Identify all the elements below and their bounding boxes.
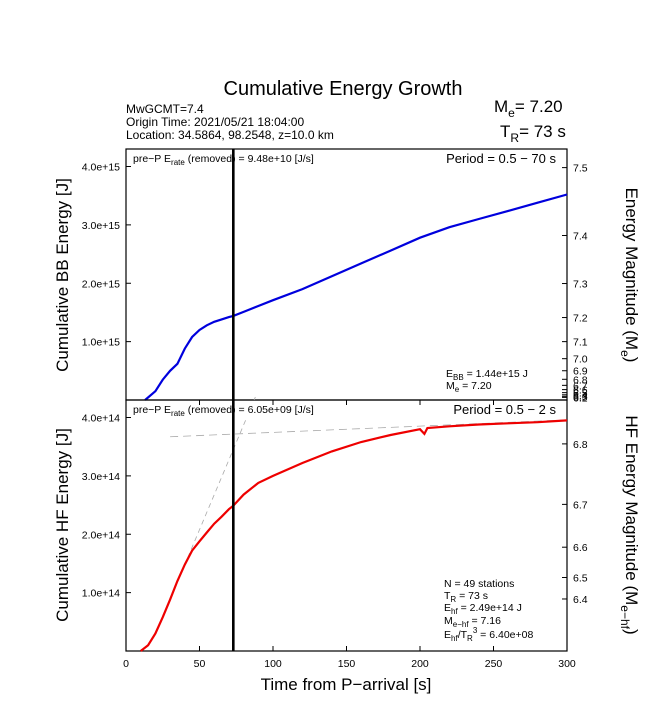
hf-prep-rate: pre−P Erate (removed) = 6.05e+09 [J/s] bbox=[133, 404, 314, 418]
figure-title: Cumulative Energy Growth bbox=[224, 78, 463, 100]
magnitude-tick-label: 6.7 bbox=[573, 380, 588, 392]
x-tick-label: 250 bbox=[485, 658, 503, 670]
hf-magnitude-readout: Me−hf = 7.16 bbox=[444, 615, 501, 629]
hf-ratio-readout: Ehf/TR3 = 6.40e+08 bbox=[444, 626, 533, 643]
bb-y-ticks: 1.0e+15 2.0e+15 3.0e+15 4.0e+15 bbox=[82, 162, 131, 349]
hf-period-label: Period = 0.5 − 2 s bbox=[453, 402, 556, 417]
magnitude-tick-label: 6.9 bbox=[573, 366, 588, 378]
summary-me: Me= 7.20 bbox=[494, 97, 563, 120]
magnitude-tick-label: 6.2 bbox=[573, 392, 588, 404]
hf-tr-readout: TR = 73 s bbox=[444, 590, 488, 604]
bb-energy-curve bbox=[144, 193, 568, 401]
bb-energy-panel: 1.0e+152.0e+153.0e+154.0e+15 6.26.36.46.… bbox=[53, 148, 641, 404]
magnitude-tick-label: 7.5 bbox=[573, 163, 588, 175]
magnitude-tick-label: 6.4 bbox=[573, 390, 588, 402]
magnitude-tick-label: 6.8 bbox=[573, 374, 588, 386]
x-tick-label: 100 bbox=[264, 658, 282, 670]
y-tick-label: 4.0e+15 bbox=[82, 162, 120, 174]
hf-magnitude-ticks: 6.4 6.5 6.6 6.7 6.8 bbox=[562, 439, 588, 606]
hf-energy-readout: Ehf = 2.49e+14 J bbox=[444, 602, 522, 616]
x-tick-label: 200 bbox=[411, 658, 429, 670]
y-tick-label: 2.0e+14 bbox=[82, 529, 120, 541]
bb-plot-frame bbox=[125, 148, 568, 401]
magnitude-tick-label: 7.0 bbox=[573, 354, 588, 366]
magnitude-tick-label: 7.1 bbox=[573, 337, 588, 349]
hf-prep-rate-bg bbox=[131, 403, 363, 417]
hf-energy-panel: 1.0e+142.0e+143.0e+144.0e+14 6.46.56.66.… bbox=[53, 396, 641, 652]
bb-y2-axis-label: Energy Magnitude (Me) bbox=[618, 188, 641, 363]
y-tick-label: 4.0e+14 bbox=[82, 413, 120, 425]
hf-station-count: N = 49 stations bbox=[444, 578, 514, 590]
magnitude-tick-label: 7.2 bbox=[573, 313, 588, 325]
magnitude-tick-label: 6.6 bbox=[573, 385, 588, 397]
bb-magnitude-ticks: 6.26.36.46.56.66.76.86.97.0 7.1 7.2 7.3 7.4 7… bbox=[562, 163, 588, 404]
summary-tr: TR= 73 s bbox=[500, 122, 566, 145]
magnitude-tick-label: 6.4 bbox=[573, 594, 588, 606]
magnitude-tick-label: 6.5 bbox=[573, 388, 588, 400]
x-axis-ticks: 0 50 100 150 200 250 300 bbox=[123, 400, 576, 670]
y-tick-label: 2.0e+15 bbox=[82, 278, 120, 290]
y-tick-label: 1.0e+15 bbox=[82, 337, 120, 349]
magnitude-tick-label: 6.3 bbox=[573, 391, 588, 403]
y-tick-label: 3.0e+14 bbox=[82, 471, 120, 483]
magnitude-tick-label: 7.4 bbox=[573, 230, 588, 242]
x-tick-label: 0 bbox=[123, 658, 129, 670]
bb-energy-readout: EBB = 1.44e+15 J bbox=[446, 368, 528, 382]
magnitude-tick-label: 6.6 bbox=[573, 542, 588, 554]
event-magnitude: MwGCMT=7.4 bbox=[126, 102, 204, 116]
magnitude-tick-label: 6.5 bbox=[573, 573, 588, 585]
event-location: Location: 34.5864, 98.2548, z=10.0 km bbox=[126, 128, 334, 142]
event-origin-time: Origin Time: 2021/05/21 18:04:00 bbox=[126, 115, 304, 129]
y-tick-label: 3.0e+15 bbox=[82, 220, 120, 232]
x-axis-label: Time from P−arrival [s] bbox=[261, 675, 432, 694]
hf-y-axis-label: Cumulative HF Energy [J] bbox=[53, 428, 72, 622]
magnitude-tick-label: 6.7 bbox=[573, 499, 588, 511]
x-tick-label: 300 bbox=[558, 658, 576, 670]
magnitude-tick-label: 6.8 bbox=[573, 439, 588, 451]
x-tick-label: 150 bbox=[338, 658, 356, 670]
bb-period-label: Period = 0.5 − 70 s bbox=[446, 151, 556, 166]
bb-prep-rate: pre−P Erate (removed) = 9.48e+10 [J/s] bbox=[133, 153, 314, 167]
bb-magnitude-readout: Me = 7.20 bbox=[446, 380, 492, 394]
x-tick-label: 50 bbox=[194, 658, 206, 670]
hf-y-ticks: 1.0e+14 2.0e+14 3.0e+14 4.0e+14 bbox=[82, 413, 131, 600]
y-tick-label: 1.0e+14 bbox=[82, 588, 120, 600]
hf-energy-curve bbox=[140, 419, 568, 652]
hf-initial-slope-guide bbox=[187, 396, 256, 558]
magnitude-tick-label: 7.3 bbox=[573, 279, 588, 291]
hf-y2-axis-label: HF Energy Magnitude (Me−hf) bbox=[618, 415, 641, 634]
bb-y-axis-label: Cumulative BB Energy [J] bbox=[53, 178, 72, 372]
